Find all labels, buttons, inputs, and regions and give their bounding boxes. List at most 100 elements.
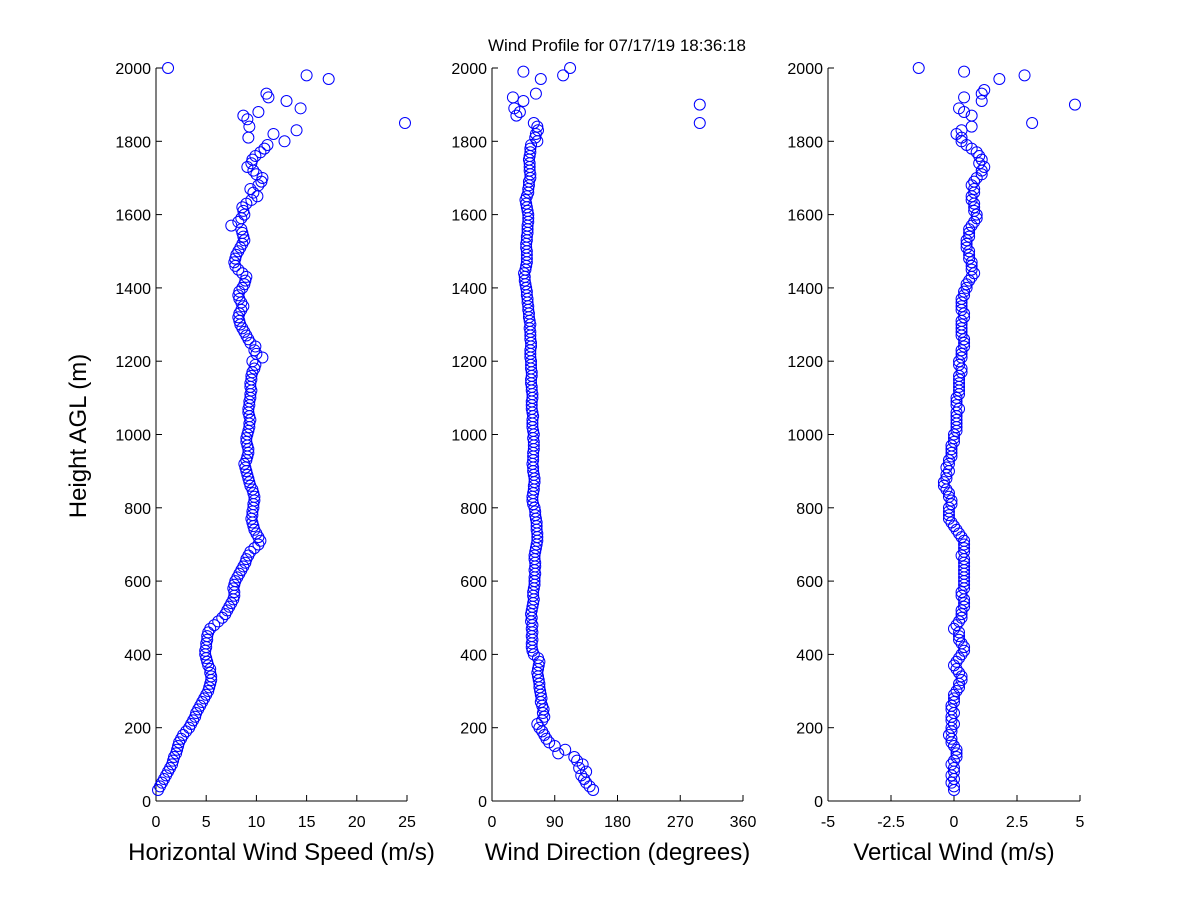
y-tick-label: 0 <box>814 794 823 811</box>
data-point <box>948 659 960 672</box>
data-point <box>953 652 966 665</box>
data-point <box>958 336 971 349</box>
x-axis-label: Horizontal Wind Speed (m/s) <box>128 839 435 866</box>
data-point <box>955 318 968 331</box>
data-point <box>244 479 257 492</box>
data-point <box>937 476 950 489</box>
data-point <box>248 362 261 375</box>
data-point <box>963 230 976 243</box>
data-point <box>524 142 537 155</box>
data-point <box>945 446 958 459</box>
data-point <box>955 604 968 617</box>
data-point <box>948 754 960 767</box>
data-point <box>948 428 960 441</box>
data-point <box>955 344 968 357</box>
data-point <box>229 252 242 265</box>
data-point <box>965 256 978 269</box>
y-tick-label: 800 <box>796 501 823 518</box>
data-point <box>529 505 542 518</box>
data-point <box>1068 98 1081 111</box>
data-point <box>527 116 540 129</box>
x-axis-label: Wind Direction (degrees) <box>485 839 750 866</box>
data-point <box>525 138 538 151</box>
data-point <box>235 212 248 225</box>
data-point <box>955 292 968 305</box>
x-tick-label: 5 <box>1076 814 1085 831</box>
data-point <box>942 454 955 467</box>
data-point <box>955 589 968 602</box>
data-point <box>950 523 963 536</box>
x-tick-label: 5 <box>202 814 211 831</box>
data-point <box>968 182 981 195</box>
data-point <box>246 153 259 166</box>
data-point <box>201 655 214 668</box>
data-point <box>978 83 991 96</box>
y-tick-label: 1600 <box>115 208 151 225</box>
y-tick-label: 1800 <box>787 134 823 151</box>
data-point <box>171 743 184 756</box>
data-point <box>950 751 963 764</box>
y-tick-label: 2000 <box>451 61 487 78</box>
data-point <box>950 399 963 412</box>
y-tick-label: 800 <box>124 501 151 518</box>
data-point <box>517 65 530 78</box>
x-tick-label: 20 <box>348 814 366 831</box>
data-point <box>204 622 217 635</box>
data-point <box>973 157 986 170</box>
data-point <box>953 402 966 415</box>
data-point <box>968 175 981 188</box>
data-point <box>970 212 983 225</box>
data-point <box>958 542 971 555</box>
y-tick-label: 1800 <box>451 134 487 151</box>
data-point <box>945 769 958 782</box>
data-point <box>970 208 983 221</box>
data-point <box>247 520 260 533</box>
x-axis-label: Vertical Wind (m/s) <box>853 839 1054 866</box>
data-series <box>912 62 1081 797</box>
data-point <box>958 91 971 104</box>
y-tick-label: 600 <box>796 574 823 591</box>
data-point <box>958 597 971 610</box>
chart-title: Wind Profile for 07/17/19 18:36:18 <box>488 36 746 55</box>
data-point <box>237 230 250 243</box>
data-point <box>945 776 958 789</box>
data-point <box>242 131 255 144</box>
data-point <box>255 175 268 188</box>
data-point <box>942 729 955 742</box>
data-point <box>945 439 958 452</box>
data-point <box>960 234 973 247</box>
data-point <box>167 754 180 767</box>
data-point <box>968 204 981 217</box>
data-point <box>162 62 175 74</box>
data-point <box>252 105 265 118</box>
data-point <box>950 395 963 408</box>
data-point <box>693 116 706 129</box>
x-tick-label: 180 <box>604 814 631 831</box>
data-point <box>1018 69 1031 82</box>
data-point <box>960 237 973 250</box>
y-tick-label: 200 <box>124 721 151 738</box>
data-point <box>963 248 976 261</box>
x-tick-label: 2.5 <box>1006 814 1028 831</box>
y-tick-label: 400 <box>124 647 151 664</box>
y-tick-label: 1400 <box>787 281 823 298</box>
y-axis-label: Height AGL (m) <box>65 354 92 519</box>
data-point <box>232 311 245 324</box>
data-point <box>958 600 971 613</box>
y-tick-label: 1600 <box>787 208 823 225</box>
data-point <box>238 278 251 291</box>
data-point <box>240 465 253 478</box>
data-point <box>243 120 256 133</box>
data-point <box>958 307 971 320</box>
data-point <box>958 333 971 346</box>
data-point <box>955 366 968 379</box>
data-point <box>529 87 542 100</box>
data-point <box>532 124 545 137</box>
data-point <box>942 505 955 518</box>
data-point <box>955 300 968 313</box>
data-point <box>955 322 968 335</box>
data-point <box>965 179 978 192</box>
data-point <box>955 586 968 599</box>
data-point <box>227 582 240 595</box>
